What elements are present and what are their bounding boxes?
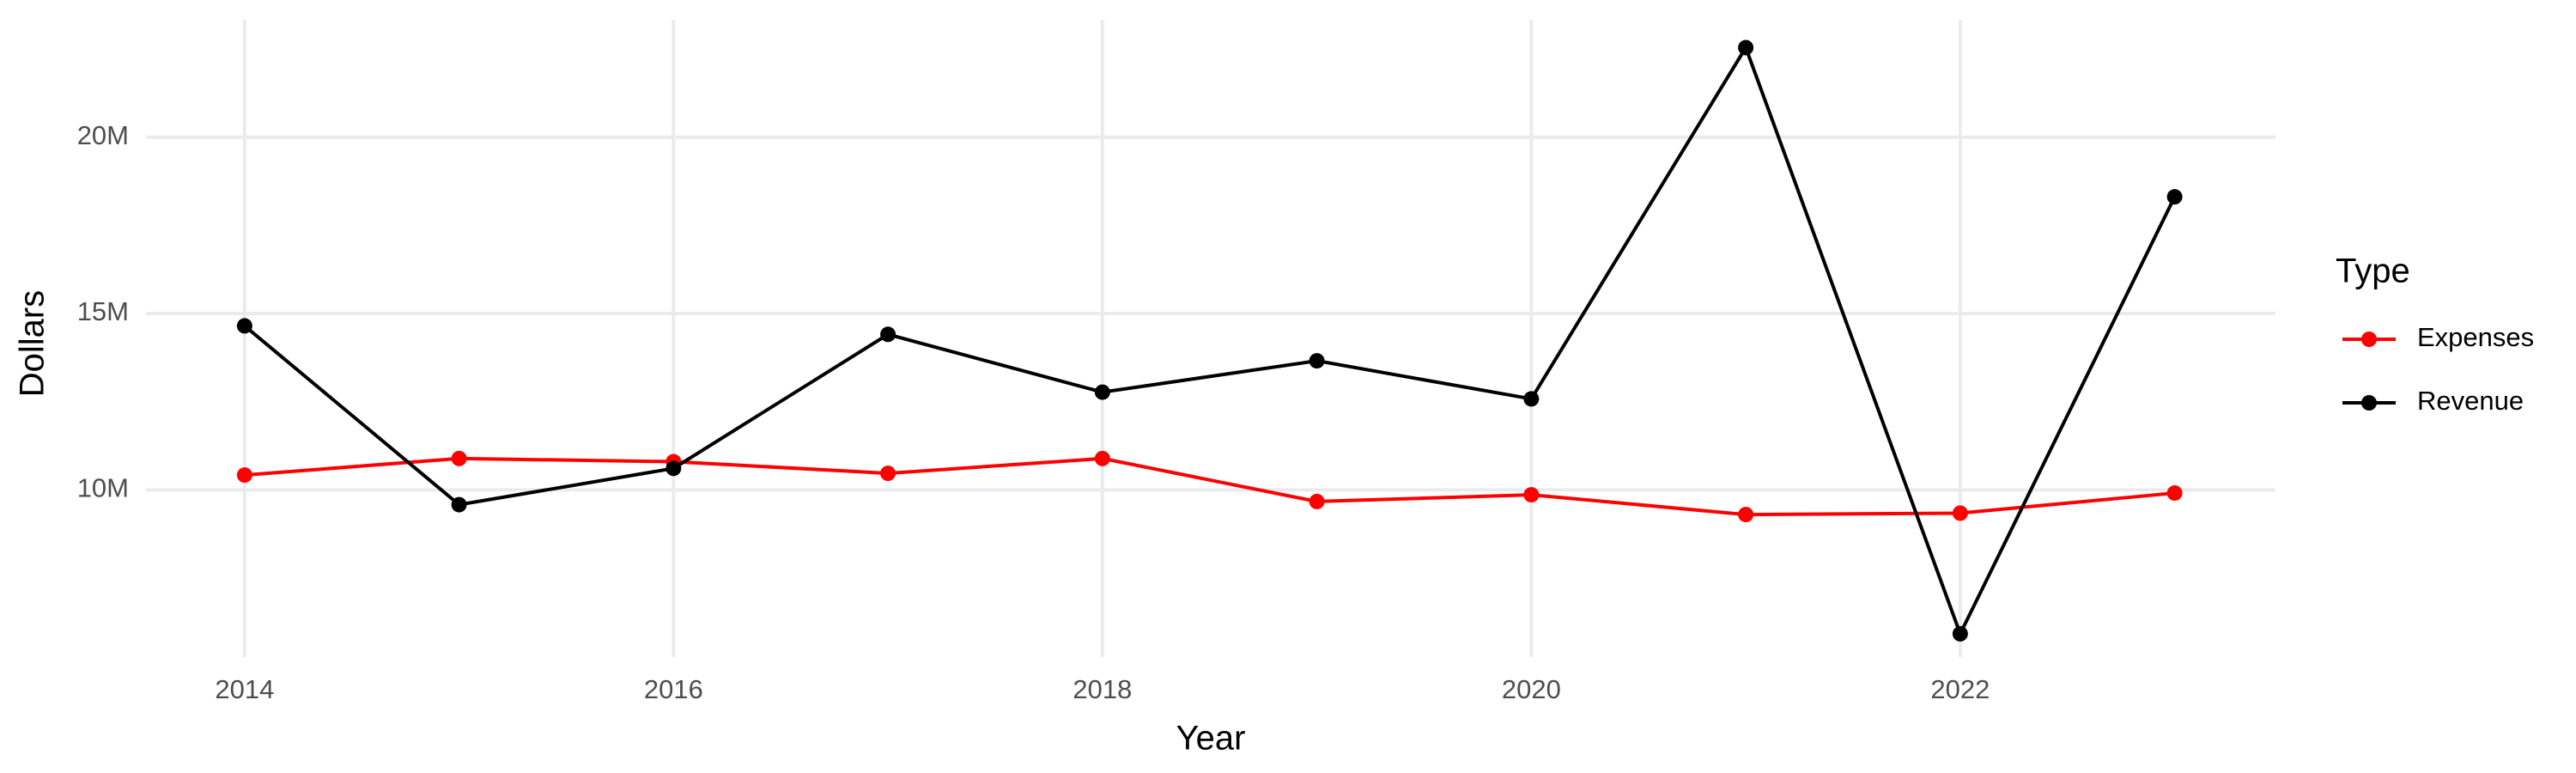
data-point [880, 466, 896, 482]
data-point [236, 318, 252, 334]
x-tick-label: 2014 [215, 674, 274, 704]
series-line [244, 456, 2175, 517]
data-point [1094, 384, 1110, 400]
data-point [1309, 493, 1325, 509]
legend-title: Type [2336, 253, 2410, 290]
data-point [2166, 189, 2183, 205]
x-tick-label: 2020 [1502, 674, 1561, 704]
x-tick-label: 2022 [1930, 674, 1990, 704]
data-point [1523, 487, 1540, 503]
data-point [1738, 507, 1754, 523]
data-point [1523, 391, 1540, 407]
data-point [1309, 353, 1325, 369]
data-point [1094, 450, 1110, 466]
data-point [451, 450, 467, 466]
data-point [451, 496, 467, 513]
data-point [1952, 505, 1968, 521]
x-tick-label: 2018 [1072, 674, 1132, 704]
legend-label: Expenses [2417, 322, 2534, 352]
data-point [2166, 485, 2183, 502]
legend-dot [2361, 332, 2377, 347]
y-axis-title: Dollars [14, 290, 52, 397]
data-point [880, 326, 896, 343]
y-tick-label: 20M [77, 120, 129, 150]
legend-dot [2361, 395, 2377, 411]
y-tick-label: 10M [77, 473, 129, 503]
x-tick-label: 2016 [644, 674, 703, 704]
x-axis-title: Year [1176, 720, 1246, 758]
data-point [665, 460, 682, 477]
data-point [236, 467, 252, 484]
legend-label: Revenue [2417, 386, 2524, 416]
data-point [1952, 625, 1968, 642]
y-tick-label: 15M [77, 296, 129, 326]
data-point [1738, 40, 1754, 56]
series-line [243, 43, 2177, 638]
